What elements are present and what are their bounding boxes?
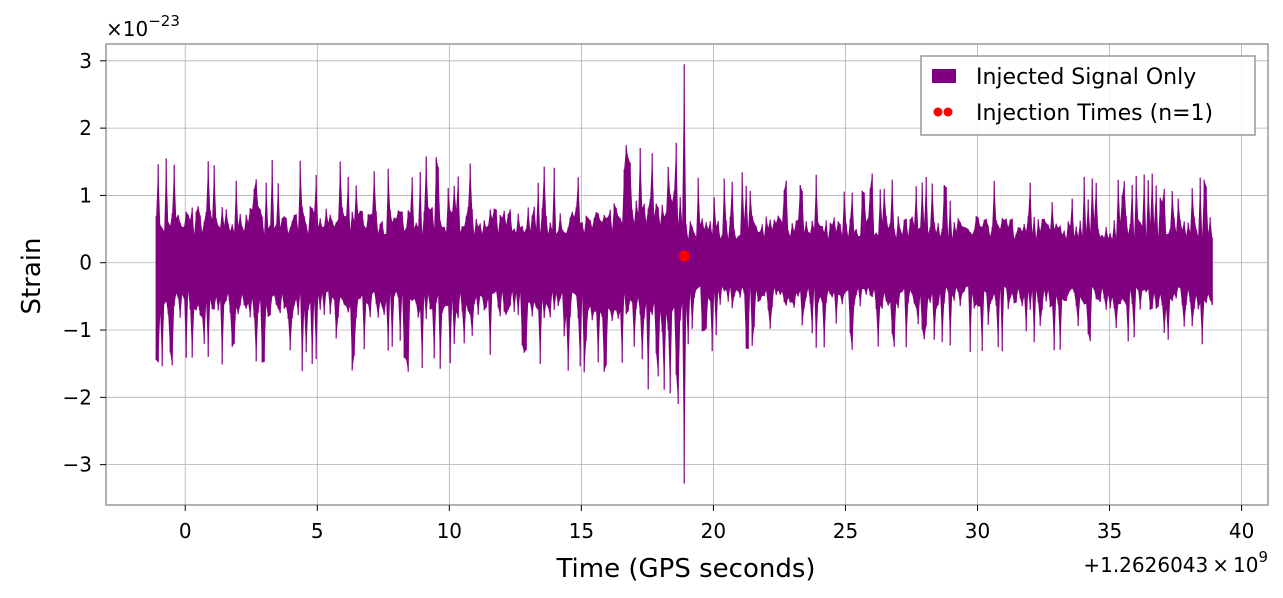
legend: Injected Signal Only Injection Times (n=… [920,55,1256,136]
y-tick-label: 3 [79,49,92,73]
y-tick-label: 2 [79,116,92,140]
x-tick-label: 0 [179,519,192,543]
y-axis-label: Strain [17,237,47,314]
y-tick-label: −3 [63,453,92,477]
legend-marker-injection-2 [943,107,953,117]
y-tick-label: −1 [63,318,92,342]
plot-frame [105,43,1269,506]
y-axis-ticks: −3 −2 −1 0 1 2 3 [63,49,106,477]
x-tick-label: 5 [311,519,324,543]
x-tick-label: 30 [965,519,990,543]
x-tick-label: 20 [701,519,726,543]
legend-label-signal: Injected Signal Only [976,65,1196,90]
legend-box [920,55,1256,136]
x-offset-label: +1.2626043 × 109 [1083,548,1268,577]
injection-markers [678,250,690,262]
x-axis-label: Time (GPS seconds) [555,554,815,584]
injection-time-marker [678,250,690,262]
y-tick-label: 1 [79,183,92,207]
x-tick-label: 40 [1229,519,1254,543]
x-tick-label: 35 [1097,519,1122,543]
x-axis-ticks: 0 5 10 15 20 25 30 35 40 [179,505,1254,543]
y-tick-label: 0 [79,251,92,275]
injected-signal-envelope [156,64,1213,484]
y-multiplier-exponent: −23 [148,12,180,30]
plot-area [155,64,1213,484]
x-tick-label: 10 [437,519,462,543]
x-tick-label: 25 [833,519,858,543]
legend-swatch-signal [932,69,956,83]
x-offset-exponent: 9 [1258,548,1268,566]
y-tick-label: −2 [63,385,92,409]
legend-marker-injection-1 [933,107,943,117]
legend-label-injection: Injection Times (n=1) [976,101,1213,126]
x-tick-label: 15 [569,519,594,543]
y-multiplier-label: ×10−23 [106,12,180,41]
